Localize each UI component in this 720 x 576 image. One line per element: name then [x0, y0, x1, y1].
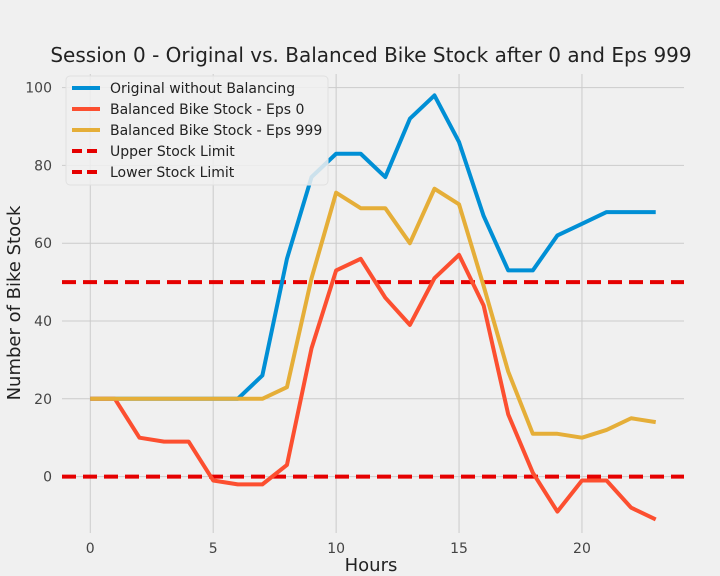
legend-box [65, 75, 329, 186]
x-tick-label: 15 [450, 541, 468, 557]
y-tick-label: 60 [34, 236, 52, 252]
legend: Original without Balancing Balanced Bike … [65, 75, 329, 186]
y-tick-label: 80 [34, 158, 52, 174]
x-tick-label: 0 [86, 541, 95, 557]
legend-label: Balanced Bike Stock - Eps 999 [110, 123, 322, 139]
y-tick-label: 0 [43, 470, 52, 486]
x-tick-label: 10 [327, 541, 345, 557]
series-lines [90, 93, 657, 522]
y-axis-label: Number of Bike Stock [4, 205, 25, 400]
y-tick-labels: 0 20 40 60 80 100 [25, 81, 52, 486]
legend-label: Original without Balancing [110, 81, 295, 97]
x-tick-label: 20 [573, 541, 591, 557]
x-tick-label: 5 [209, 541, 218, 557]
x-tick-labels: 0 5 10 15 20 [86, 541, 591, 557]
series-line [90, 186, 657, 440]
y-tick-label: 20 [34, 392, 52, 408]
series-line [90, 252, 657, 522]
x-axis-label: Hours [345, 555, 398, 576]
legend-label: Lower Stock Limit [110, 165, 235, 181]
y-tick-label: 100 [25, 81, 52, 97]
legend-label: Balanced Bike Stock - Eps 0 [110, 102, 304, 118]
chart-title: Session 0 - Original vs. Balanced Bike S… [50, 43, 691, 67]
legend-label: Upper Stock Limit [110, 144, 235, 160]
y-tick-label: 40 [34, 314, 52, 330]
